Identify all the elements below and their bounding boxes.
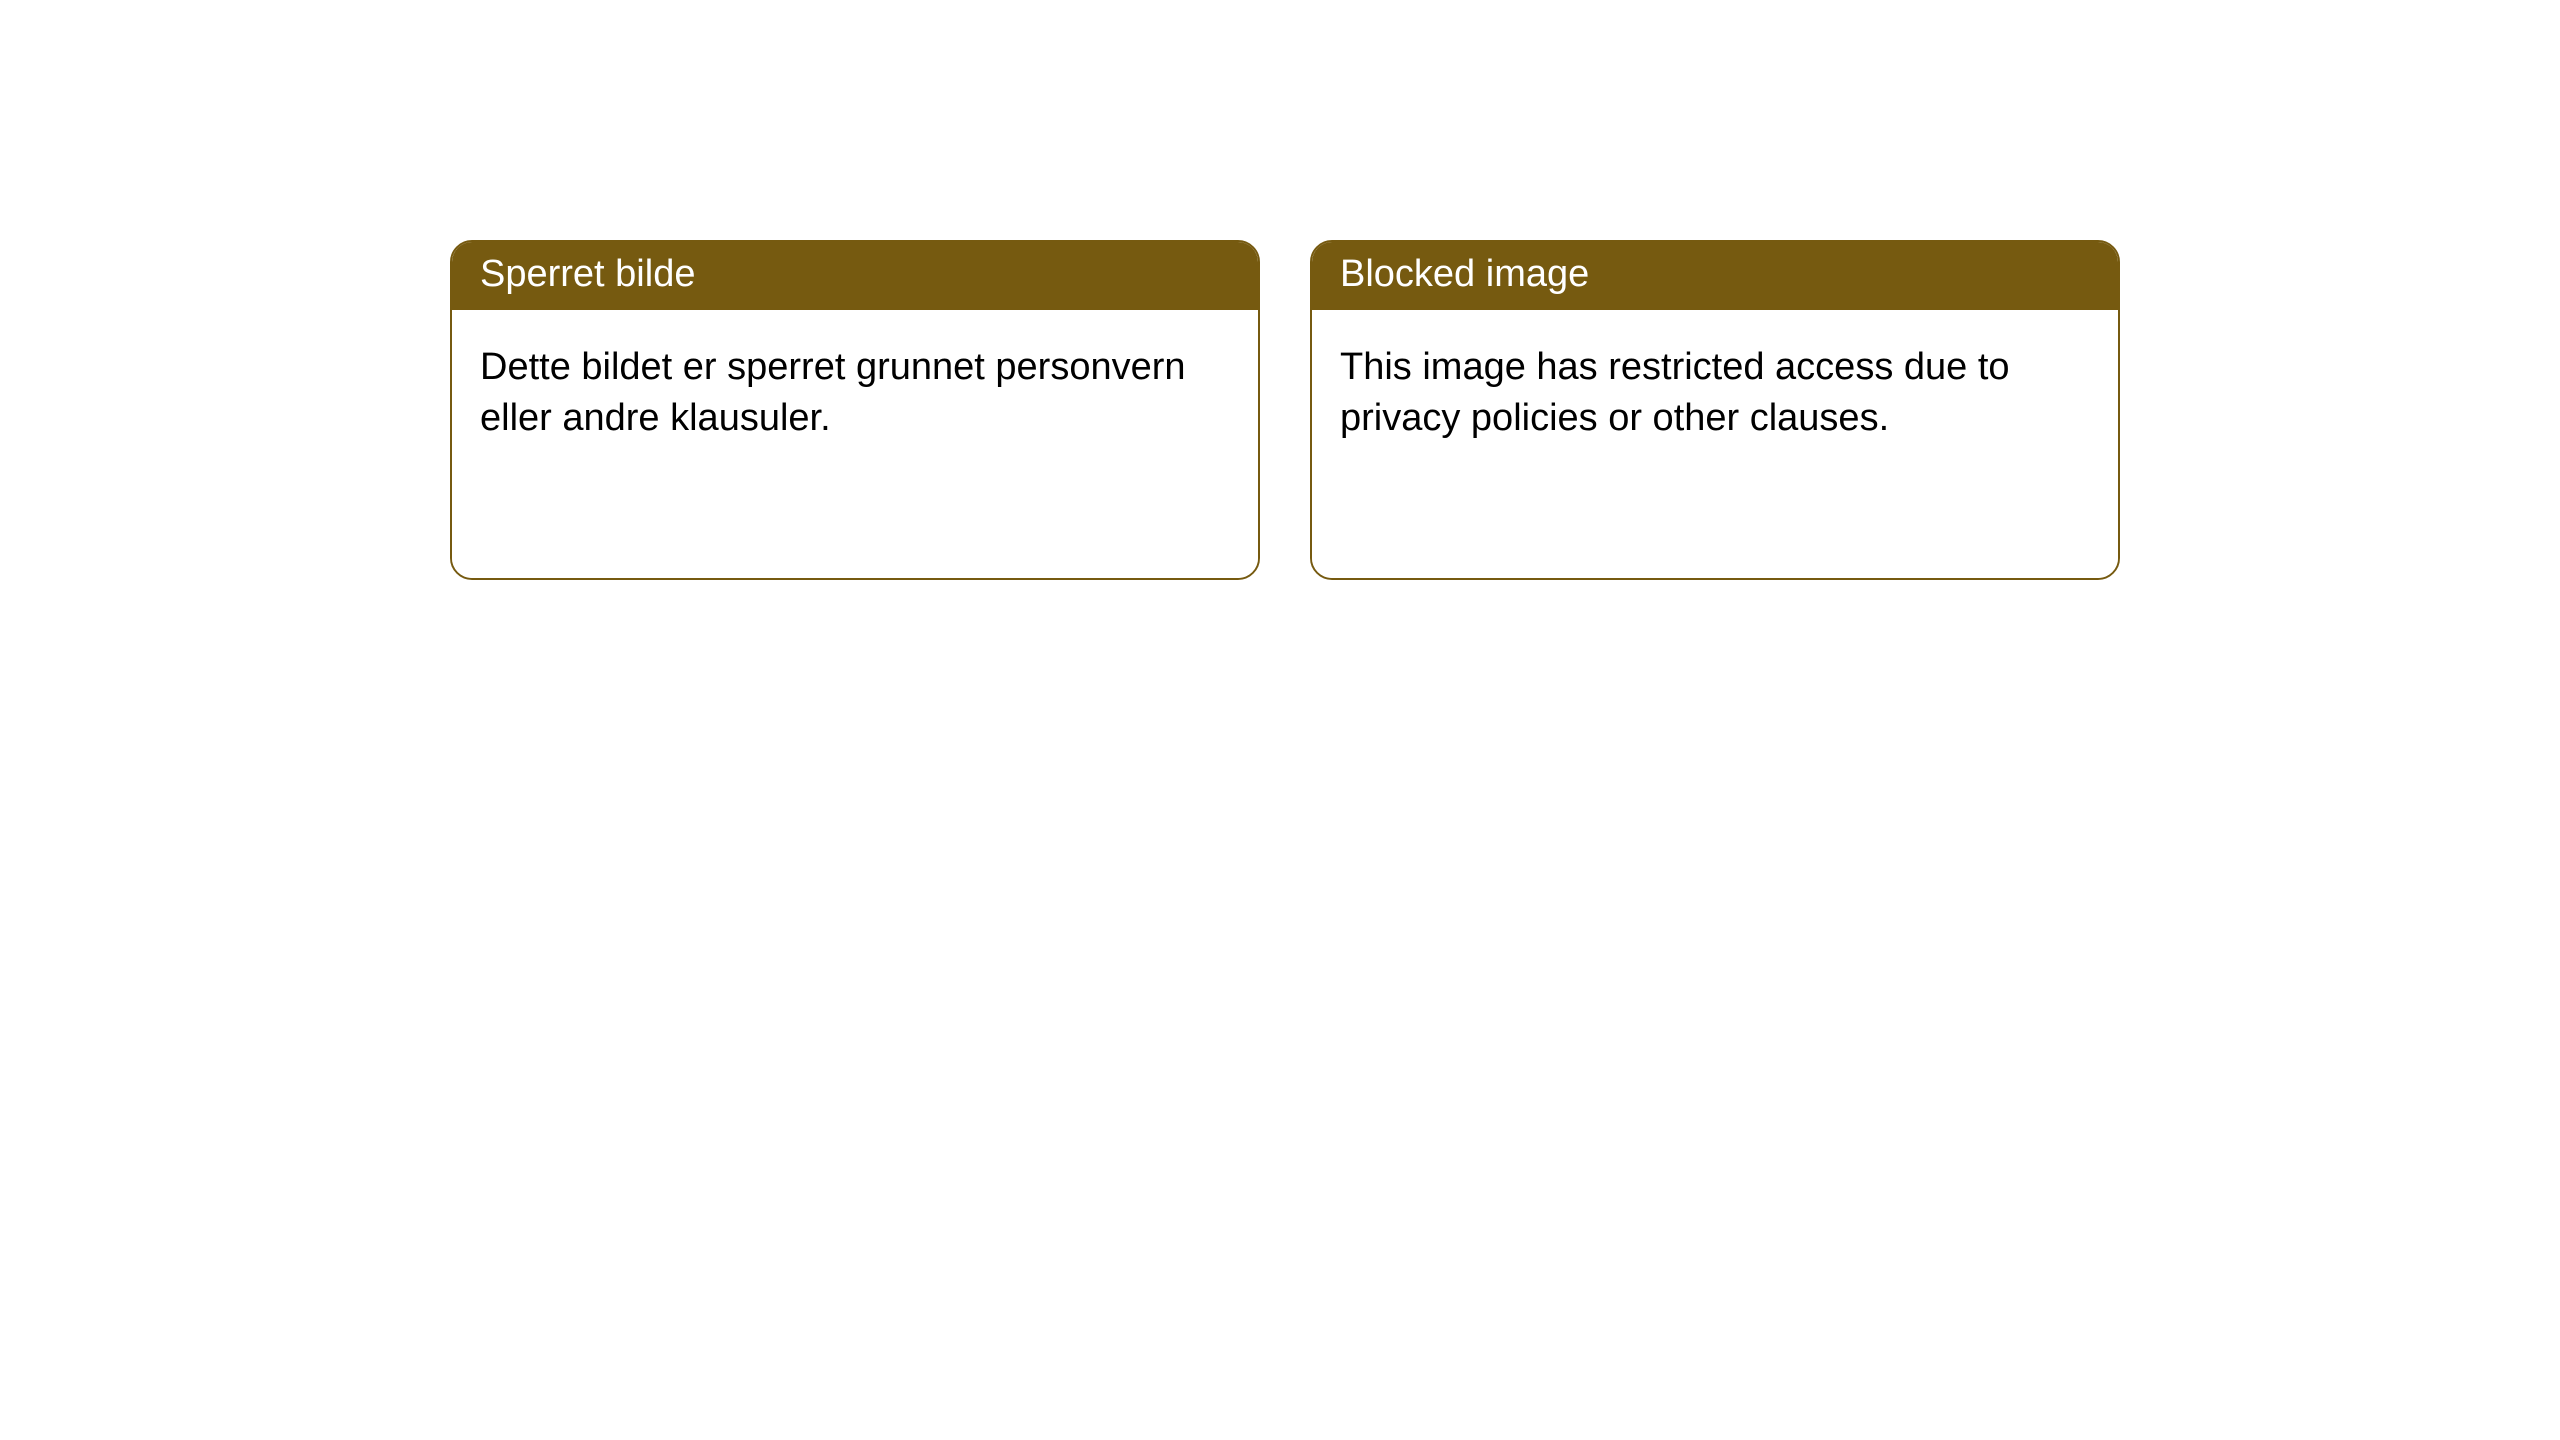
notice-container: Sperret bilde Dette bildet er sperret gr… xyxy=(0,0,2560,580)
notice-card-norwegian: Sperret bilde Dette bildet er sperret gr… xyxy=(450,240,1260,580)
notice-card-english: Blocked image This image has restricted … xyxy=(1310,240,2120,580)
notice-card-title: Blocked image xyxy=(1312,242,2118,310)
notice-card-body: This image has restricted access due to … xyxy=(1312,310,2118,578)
notice-card-title: Sperret bilde xyxy=(452,242,1258,310)
notice-card-body: Dette bildet er sperret grunnet personve… xyxy=(452,310,1258,578)
